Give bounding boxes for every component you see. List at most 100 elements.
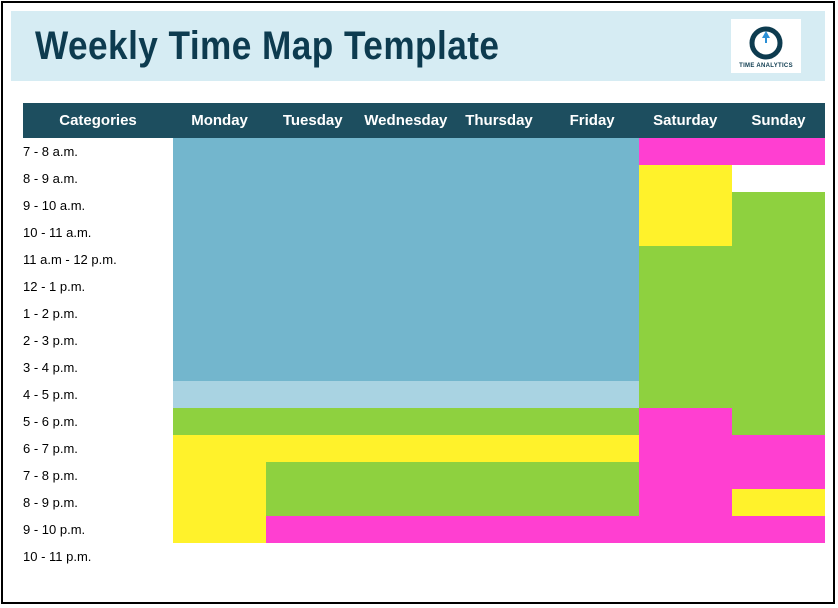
time-cell[interactable]	[173, 273, 266, 300]
time-cell[interactable]	[359, 219, 452, 246]
time-cell[interactable]	[452, 219, 545, 246]
time-cell[interactable]	[173, 489, 266, 516]
time-cell[interactable]	[639, 219, 732, 246]
time-cell[interactable]	[173, 435, 266, 462]
time-cell[interactable]	[452, 192, 545, 219]
time-cell[interactable]	[452, 381, 545, 408]
time-cell[interactable]	[732, 381, 825, 408]
time-cell[interactable]	[546, 192, 639, 219]
time-cell[interactable]	[359, 489, 452, 516]
time-cell[interactable]	[732, 408, 825, 435]
time-cell[interactable]	[452, 327, 545, 354]
time-cell[interactable]	[639, 300, 732, 327]
time-cell[interactable]	[266, 273, 359, 300]
time-cell[interactable]	[266, 354, 359, 381]
time-cell[interactable]	[732, 327, 825, 354]
time-cell[interactable]	[639, 435, 732, 462]
time-cell[interactable]	[359, 246, 452, 273]
time-cell[interactable]	[639, 192, 732, 219]
time-cell[interactable]	[359, 543, 452, 570]
time-cell[interactable]	[639, 462, 732, 489]
time-cell[interactable]	[546, 408, 639, 435]
time-cell[interactable]	[639, 543, 732, 570]
time-cell[interactable]	[732, 354, 825, 381]
time-cell[interactable]	[732, 462, 825, 489]
time-cell[interactable]	[546, 516, 639, 543]
time-cell[interactable]	[173, 138, 266, 165]
time-cell[interactable]	[639, 354, 732, 381]
time-cell[interactable]	[452, 489, 545, 516]
time-cell[interactable]	[546, 165, 639, 192]
time-cell[interactable]	[266, 435, 359, 462]
time-cell[interactable]	[266, 543, 359, 570]
time-cell[interactable]	[452, 138, 545, 165]
time-cell[interactable]	[546, 327, 639, 354]
time-cell[interactable]	[266, 489, 359, 516]
time-cell[interactable]	[173, 462, 266, 489]
time-cell[interactable]	[546, 300, 639, 327]
time-cell[interactable]	[639, 327, 732, 354]
time-cell[interactable]	[546, 219, 639, 246]
time-cell[interactable]	[359, 327, 452, 354]
time-cell[interactable]	[359, 408, 452, 435]
time-cell[interactable]	[359, 273, 452, 300]
time-cell[interactable]	[359, 354, 452, 381]
time-cell[interactable]	[452, 435, 545, 462]
time-cell[interactable]	[639, 381, 732, 408]
time-cell[interactable]	[266, 246, 359, 273]
time-cell[interactable]	[639, 165, 732, 192]
time-cell[interactable]	[639, 246, 732, 273]
time-cell[interactable]	[359, 138, 452, 165]
time-cell[interactable]	[732, 246, 825, 273]
time-cell[interactable]	[359, 165, 452, 192]
time-cell[interactable]	[546, 138, 639, 165]
time-cell[interactable]	[546, 381, 639, 408]
time-cell[interactable]	[452, 408, 545, 435]
time-cell[interactable]	[173, 516, 266, 543]
time-cell[interactable]	[546, 435, 639, 462]
time-cell[interactable]	[359, 381, 452, 408]
time-cell[interactable]	[732, 273, 825, 300]
time-cell[interactable]	[359, 435, 452, 462]
time-cell[interactable]	[732, 138, 825, 165]
time-cell[interactable]	[732, 489, 825, 516]
time-cell[interactable]	[452, 165, 545, 192]
time-cell[interactable]	[452, 462, 545, 489]
time-cell[interactable]	[639, 516, 732, 543]
time-cell[interactable]	[732, 219, 825, 246]
time-cell[interactable]	[546, 354, 639, 381]
time-cell[interactable]	[266, 219, 359, 246]
time-cell[interactable]	[732, 165, 825, 192]
time-cell[interactable]	[359, 192, 452, 219]
time-cell[interactable]	[546, 489, 639, 516]
time-cell[interactable]	[732, 435, 825, 462]
time-cell[interactable]	[452, 354, 545, 381]
time-cell[interactable]	[732, 543, 825, 570]
time-cell[interactable]	[359, 516, 452, 543]
time-cell[interactable]	[546, 273, 639, 300]
time-cell[interactable]	[266, 462, 359, 489]
time-cell[interactable]	[173, 165, 266, 192]
time-cell[interactable]	[173, 543, 266, 570]
time-cell[interactable]	[266, 192, 359, 219]
time-cell[interactable]	[452, 543, 545, 570]
time-cell[interactable]	[173, 408, 266, 435]
time-cell[interactable]	[732, 192, 825, 219]
time-cell[interactable]	[732, 300, 825, 327]
time-cell[interactable]	[173, 219, 266, 246]
time-cell[interactable]	[359, 300, 452, 327]
time-cell[interactable]	[266, 408, 359, 435]
time-cell[interactable]	[639, 273, 732, 300]
time-cell[interactable]	[546, 543, 639, 570]
time-cell[interactable]	[173, 381, 266, 408]
time-cell[interactable]	[266, 516, 359, 543]
time-cell[interactable]	[173, 300, 266, 327]
time-cell[interactable]	[266, 165, 359, 192]
time-cell[interactable]	[452, 273, 545, 300]
time-cell[interactable]	[173, 327, 266, 354]
time-cell[interactable]	[639, 138, 732, 165]
time-cell[interactable]	[173, 192, 266, 219]
time-cell[interactable]	[639, 489, 732, 516]
time-cell[interactable]	[173, 246, 266, 273]
time-cell[interactable]	[266, 381, 359, 408]
